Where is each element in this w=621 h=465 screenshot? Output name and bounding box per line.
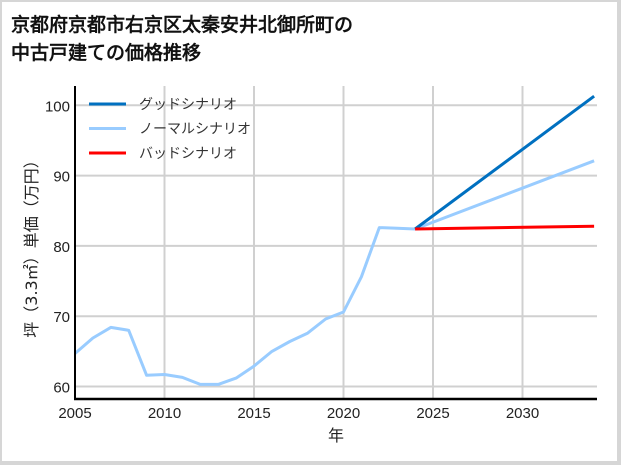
y-axis-label: 坪（3.3㎡）単価（万円） [22, 152, 41, 337]
chart-frame [2, 2, 617, 461]
y-tick-labels: 100 90 80 70 60 [45, 98, 70, 396]
x-axis-label: 年 [328, 426, 344, 445]
series-line [415, 224, 595, 231]
y-tick-label: 100 [45, 98, 70, 115]
chart-title-line2: 中古戸建ての価格推移 [11, 42, 202, 64]
chart-title-line1: 京都府京都市右京区太秦安井北御所町の [11, 14, 354, 36]
x-tick-label: 2030 [506, 405, 539, 422]
x-tick-label: 2010 [148, 405, 181, 422]
series-line [414, 94, 595, 231]
y-tick-label: 60 [53, 380, 70, 397]
y-tick-label: 80 [53, 239, 70, 256]
y-tick-label: 90 [53, 169, 70, 186]
data-series [74, 94, 595, 386]
x-tick-label: 2020 [327, 405, 360, 422]
x-tick-label: 2015 [237, 405, 270, 422]
x-tick-label: 2005 [58, 405, 91, 422]
legend-label: ノーマルシナリオ [139, 122, 251, 138]
x-tick-label: 2025 [416, 405, 449, 422]
legend-label: バッドシナリオ [139, 146, 237, 162]
series-line [74, 159, 595, 386]
x-tick-labels: 2005 2010 2015 2020 2025 2030 [58, 405, 539, 422]
legend-label: グッドシナリオ [139, 97, 237, 113]
y-tick-label: 70 [53, 309, 70, 326]
